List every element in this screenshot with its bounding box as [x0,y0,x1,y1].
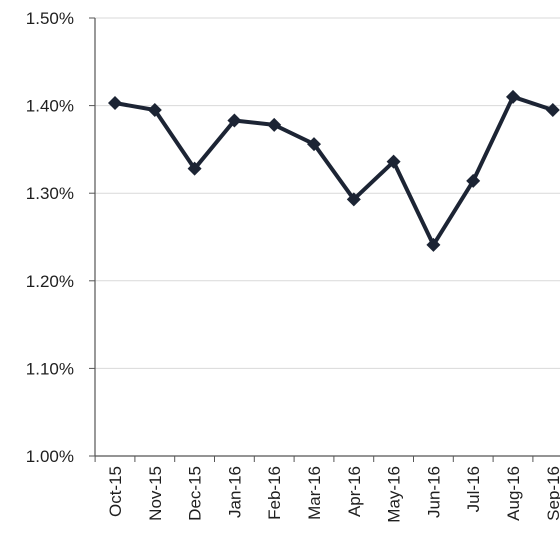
y-tick-label: 1.40% [26,97,74,116]
x-tick-label: Jul-16 [464,466,483,512]
gridlines [95,17,560,369]
data-point [307,137,321,152]
x-tick-label: Jun-16 [424,466,443,518]
y-tick-label: 1.20% [26,272,74,291]
data-point [346,192,361,207]
x-tick-label: Mar-16 [305,466,324,520]
data-point [187,161,202,176]
y-tick-labels: 1.00% 1.10% 1.20% 1.30% 1.40% 1.50% [26,9,74,466]
axes [89,17,560,462]
x-tick-label: Feb-16 [265,466,284,520]
x-tick-label: Sep-16 [544,466,560,521]
x-tick-label: May-16 [385,466,404,523]
x-tick-label: Aug-16 [504,466,523,521]
x-tick-label: Oct-15 [106,466,125,517]
y-tick-label: 1.10% [26,359,74,378]
data-point [426,237,441,252]
x-tick-label: Jan-16 [225,466,244,518]
y-tick-label: 1.50% [26,9,74,28]
series [108,89,560,252]
data-point [466,173,481,188]
y-tick-label: 1.00% [26,447,74,466]
data-point [108,95,122,110]
data-point [386,154,401,169]
data-point [267,117,282,132]
data-point [147,102,162,117]
data-point [227,113,242,128]
x-tick-label: Nov-15 [146,466,165,521]
y-tick-label: 1.30% [26,184,74,203]
data-point [545,102,560,117]
x-tick-labels: Oct-15 Nov-15 Dec-15 Jan-16 Feb-16 Mar-16 Apr-… [106,466,560,523]
data-point [506,89,520,104]
x-tick-label: Dec-15 [186,466,205,521]
series-line [113,94,555,247]
x-tick-label: Apr-16 [345,466,364,517]
